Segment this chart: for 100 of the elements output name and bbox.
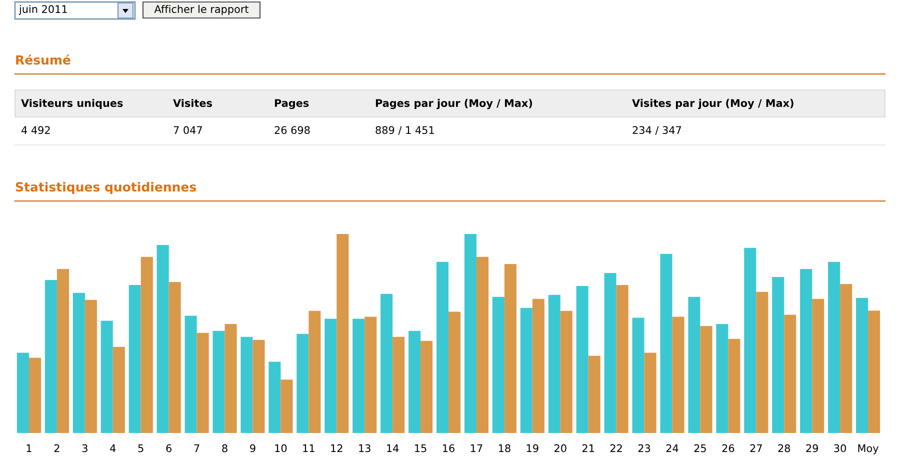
x-tick-label: 7 bbox=[194, 444, 200, 452]
chart-title: Statistiques quotidiennes bbox=[16, 182, 196, 194]
bar bbox=[408, 330, 421, 433]
x-tick-label: 4 bbox=[110, 444, 116, 452]
text: Visites bbox=[173, 98, 212, 108]
x-tick-label: 25 bbox=[694, 444, 706, 452]
bar bbox=[560, 310, 572, 433]
text: 26 698 bbox=[274, 126, 310, 134]
bar bbox=[784, 314, 796, 433]
bar bbox=[324, 318, 337, 433]
bar bbox=[168, 282, 181, 433]
bar bbox=[72, 292, 85, 433]
text: 4 492 bbox=[22, 126, 50, 134]
bar bbox=[728, 338, 740, 433]
x-tick-label: 30 bbox=[834, 444, 846, 452]
bar bbox=[436, 262, 448, 433]
bar bbox=[616, 284, 628, 433]
x-tick-label: 29 bbox=[806, 444, 818, 452]
x-tick-label: 9 bbox=[250, 444, 256, 452]
bar bbox=[520, 308, 532, 433]
x-tick-label: 28 bbox=[778, 444, 790, 452]
bar bbox=[812, 298, 824, 433]
bar bbox=[576, 286, 588, 433]
bar bbox=[100, 320, 113, 433]
x-tick-label: 22 bbox=[610, 444, 622, 452]
bar bbox=[672, 316, 684, 433]
bar bbox=[504, 264, 516, 433]
bar bbox=[744, 248, 756, 433]
bar bbox=[364, 316, 377, 433]
bar bbox=[252, 340, 265, 433]
text: Visiteurs uniques bbox=[21, 98, 123, 110]
bar bbox=[716, 324, 728, 433]
bar bbox=[156, 244, 169, 433]
bar bbox=[84, 300, 97, 433]
x-tick-label: 20 bbox=[554, 444, 566, 452]
bar bbox=[840, 284, 852, 433]
text: 7 047 bbox=[174, 126, 202, 134]
bar bbox=[632, 318, 644, 433]
bar bbox=[184, 316, 197, 433]
x-tick-label: 2 bbox=[54, 444, 60, 452]
bar bbox=[336, 234, 349, 433]
bar bbox=[224, 324, 237, 433]
bar bbox=[532, 298, 544, 433]
bar bbox=[868, 310, 880, 433]
text: Résumé bbox=[16, 54, 70, 65]
bar bbox=[280, 380, 293, 433]
bar bbox=[856, 298, 868, 433]
bar bbox=[352, 318, 365, 433]
x-tick-label: 12 bbox=[331, 444, 342, 452]
bar bbox=[112, 346, 125, 433]
x-tick-label: 3 bbox=[82, 444, 88, 452]
bar bbox=[548, 294, 560, 433]
bar bbox=[660, 254, 672, 433]
text: Pages par jour (Moy / Max) bbox=[376, 98, 532, 110]
x-tick-label: 13 bbox=[359, 444, 370, 452]
bar bbox=[476, 256, 488, 433]
x-tick-label: 21 bbox=[582, 444, 594, 452]
x-tick-label: 24 bbox=[666, 444, 678, 452]
x-tick-label: 23 bbox=[638, 444, 650, 452]
x-tick-label: 1 bbox=[26, 444, 32, 452]
x-tick-label: 16 bbox=[443, 444, 454, 452]
bar bbox=[16, 352, 29, 433]
bar bbox=[644, 352, 656, 433]
x-tick-label: Moy bbox=[858, 444, 878, 454]
bar bbox=[240, 336, 253, 433]
bar bbox=[420, 340, 433, 433]
text: 234 / 347 bbox=[632, 126, 682, 135]
text: Afficher le rapport bbox=[154, 4, 249, 16]
x-tick-label: 26 bbox=[722, 444, 734, 452]
text: juin 2011 bbox=[18, 4, 67, 16]
text: 889 / 1 451 bbox=[376, 126, 434, 135]
bar bbox=[800, 269, 812, 433]
bar bbox=[448, 312, 461, 433]
bar bbox=[756, 292, 768, 433]
bar bbox=[28, 358, 42, 433]
bar bbox=[296, 334, 309, 433]
bar bbox=[688, 296, 700, 433]
x-tick-label: 5 bbox=[138, 444, 144, 452]
text: Visites par jour (Moy / Max) bbox=[632, 98, 794, 110]
bar bbox=[308, 310, 321, 433]
x-tick-label: 15 bbox=[415, 444, 426, 452]
bar bbox=[128, 284, 141, 433]
bar bbox=[464, 234, 476, 433]
bar bbox=[196, 332, 209, 433]
bar bbox=[492, 296, 504, 433]
x-tick-label: 17 bbox=[470, 444, 482, 452]
bar bbox=[700, 326, 712, 433]
bar bbox=[44, 280, 57, 433]
x-tick-label: 18 bbox=[498, 444, 510, 452]
bar bbox=[380, 294, 393, 433]
x-tick-label: 11 bbox=[303, 444, 314, 452]
bar bbox=[212, 330, 225, 433]
bar bbox=[56, 269, 69, 433]
bar bbox=[140, 256, 153, 433]
bar bbox=[772, 276, 784, 433]
bar bbox=[392, 336, 405, 433]
bar bbox=[268, 362, 281, 433]
x-tick-label: 14 bbox=[387, 444, 399, 452]
x-tick-label: 6 bbox=[166, 444, 172, 452]
x-tick-label: 10 bbox=[275, 444, 287, 452]
